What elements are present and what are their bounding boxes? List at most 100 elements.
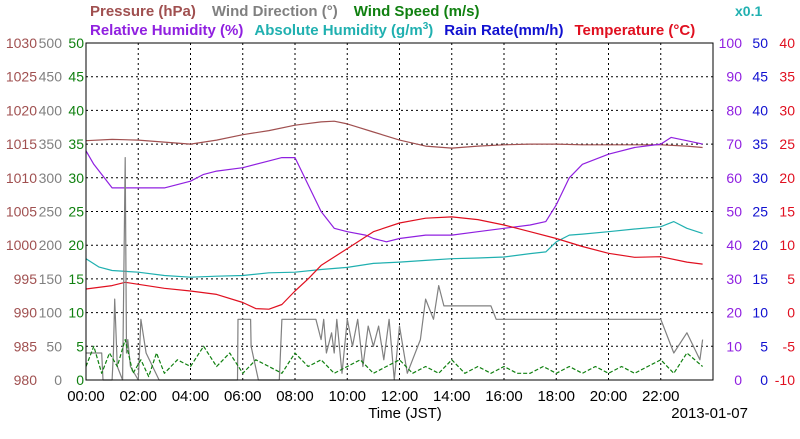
y-tick-label-rain_rate: 30 — [752, 170, 768, 186]
y-tick-label-relative_humidity: 90 — [726, 69, 742, 85]
y-tick-label-temperature: 5 — [787, 271, 795, 287]
y-tick-label-relative_humidity: 60 — [726, 170, 742, 186]
y-tick-label-rain_rate: 35 — [752, 136, 768, 152]
y-tick-label-temperature: 15 — [779, 204, 795, 220]
y-tick-label-relative_humidity: 20 — [726, 305, 742, 321]
y-tick-label-temperature: 40 — [779, 35, 795, 51]
x-axis-label: Time (JST) — [368, 405, 442, 422]
x-tick-label: 18:00 — [537, 388, 575, 405]
y-tick-label-pressure: 1010 — [6, 170, 37, 186]
y-tick-label-relative_humidity: 80 — [726, 102, 742, 118]
x-tick-label: 12:00 — [381, 388, 419, 405]
y-tick-label-relative_humidity: 70 — [726, 136, 742, 152]
y-tick-label-temperature: 25 — [779, 136, 795, 152]
series-line-relative_humidity — [85, 221, 703, 278]
y-tick-label-wind_direction: 300 — [39, 170, 63, 186]
y-tick-label-wind_speed: 35 — [68, 136, 84, 152]
y-tick-label-wind_speed: 5 — [76, 338, 84, 354]
legend-item-wind_speed: Wind Speed (m/s) — [354, 3, 480, 20]
y-tick-label-rain_rate: 50 — [752, 35, 768, 51]
y-tick-label-wind_direction: 400 — [39, 102, 63, 118]
y-tick-label-relative_humidity: 40 — [726, 237, 742, 253]
y-tick-label-pressure: 1000 — [6, 237, 37, 253]
y-tick-label-pressure: 1015 — [6, 136, 37, 152]
y-tick-label-wind_speed: 30 — [68, 170, 84, 186]
series-line-pressure — [85, 120, 703, 149]
x-tick-label: 16:00 — [485, 388, 523, 405]
y-tick-label-wind_direction: 150 — [39, 271, 63, 287]
y-tick-label-wind_speed: 20 — [68, 237, 84, 253]
y-tick-label-pressure: 1020 — [6, 102, 37, 118]
series-line-wind_direction — [86, 157, 704, 381]
y-tick-label-rain_rate: 0 — [760, 372, 768, 388]
x-tick-label: 10:00 — [328, 388, 366, 405]
legend-item-temperature: Temperature (°C) — [574, 22, 695, 39]
y-tick-label-wind_direction: 100 — [39, 305, 63, 321]
y-tick-label-pressure: 990 — [14, 305, 38, 321]
y-tick-label-wind_direction: 450 — [39, 69, 63, 85]
x-tick-label: 04:00 — [172, 388, 210, 405]
y-tick-label-rain_rate: 5 — [760, 338, 768, 354]
y-tick-label-wind_direction: 350 — [39, 136, 63, 152]
legend-item-absolute_humidity: Absolute Humidity (g/m3) — [254, 21, 433, 39]
y-tick-label-wind_direction: 200 — [39, 237, 63, 253]
y-tick-label-relative_humidity: 50 — [726, 204, 742, 220]
legend-multiplier: x0.1 — [735, 3, 762, 19]
y-tick-label-wind_direction: 250 — [39, 204, 63, 220]
y-tick-label-pressure: 980 — [14, 372, 38, 388]
y-tick-label-rain_rate: 45 — [752, 69, 768, 85]
legend-item-pressure: Pressure (hPa) — [90, 3, 196, 20]
y-tick-label-pressure: 985 — [14, 338, 38, 354]
y-tick-label-rain_rate: 10 — [752, 305, 768, 321]
y-tick-label-pressure: 995 — [14, 271, 38, 287]
y-tick-label-rain_rate: 15 — [752, 271, 768, 287]
y-tick-label-wind_speed: 25 — [68, 204, 84, 220]
y-tick-label-temperature: 30 — [779, 102, 795, 118]
y-tick-label-rain_rate: 20 — [752, 237, 768, 253]
y-tick-label-temperature: 10 — [779, 237, 795, 253]
legend-item-relative_humidity: Relative Humidity (%) — [90, 22, 243, 39]
series-line-wind_speed — [85, 339, 703, 378]
x-tick-label: 06:00 — [224, 388, 262, 405]
y-tick-label-wind_speed: 0 — [76, 372, 84, 388]
series-line-temperature — [85, 216, 703, 310]
x-tick-label: 02:00 — [119, 388, 157, 405]
y-tick-label-wind_speed: 40 — [68, 102, 84, 118]
y-tick-label-wind_speed: 45 — [68, 69, 84, 85]
y-tick-label-wind_direction: 50 — [46, 338, 62, 354]
legend-item-rain_rate: Rain Rate(mm/h) — [444, 22, 563, 39]
series-group — [85, 120, 704, 381]
legend: Pressure (hPa) Wind Direction (°) Wind Spe… — [90, 3, 762, 39]
y-tick-label-wind_speed: 10 — [68, 305, 84, 321]
x-tick-label: 22:00 — [642, 388, 680, 405]
y-tick-label-pressure: 1005 — [6, 204, 37, 220]
x-tick-label: 20:00 — [590, 388, 628, 405]
x-tick-label: 00:00 — [67, 388, 105, 405]
y-tick-label-temperature: 20 — [779, 170, 795, 186]
legend-item-wind_direction: Wind Direction (°) — [212, 3, 338, 20]
series-line-relative_humidity — [85, 136, 703, 243]
y-tick-label-wind_speed: 15 — [68, 271, 84, 287]
x-tick-label: 14:00 — [433, 388, 471, 405]
y-tick-label-pressure: 1025 — [6, 69, 37, 85]
y-tick-label-relative_humidity: 0 — [734, 372, 742, 388]
date-label: 2013-01-07 — [671, 405, 748, 422]
y-tick-label-temperature: -10 — [775, 372, 795, 388]
plot-frame — [85, 42, 714, 381]
y-tick-label-relative_humidity: 30 — [726, 271, 742, 287]
axis-tick-labels: 00:00 02:00 04:00 06:00 08:00 10:00 12:00 14:00… — [6, 35, 795, 405]
x-tick-label: 08:00 — [276, 388, 314, 405]
y-tick-label-temperature: -5 — [783, 338, 796, 354]
y-tick-label-temperature: 0 — [787, 305, 795, 321]
y-tick-label-wind_speed: 50 — [68, 35, 84, 51]
y-tick-label-relative_humidity: 10 — [726, 338, 742, 354]
y-tick-label-pressure: 1030 — [6, 35, 37, 51]
y-tick-label-wind_direction: 500 — [39, 35, 63, 51]
y-tick-label-rain_rate: 25 — [752, 204, 768, 220]
y-tick-label-rain_rate: 40 — [752, 102, 768, 118]
y-tick-label-relative_humidity: 100 — [719, 35, 743, 51]
y-tick-label-wind_direction: 0 — [54, 372, 62, 388]
y-tick-label-temperature: 35 — [779, 69, 795, 85]
